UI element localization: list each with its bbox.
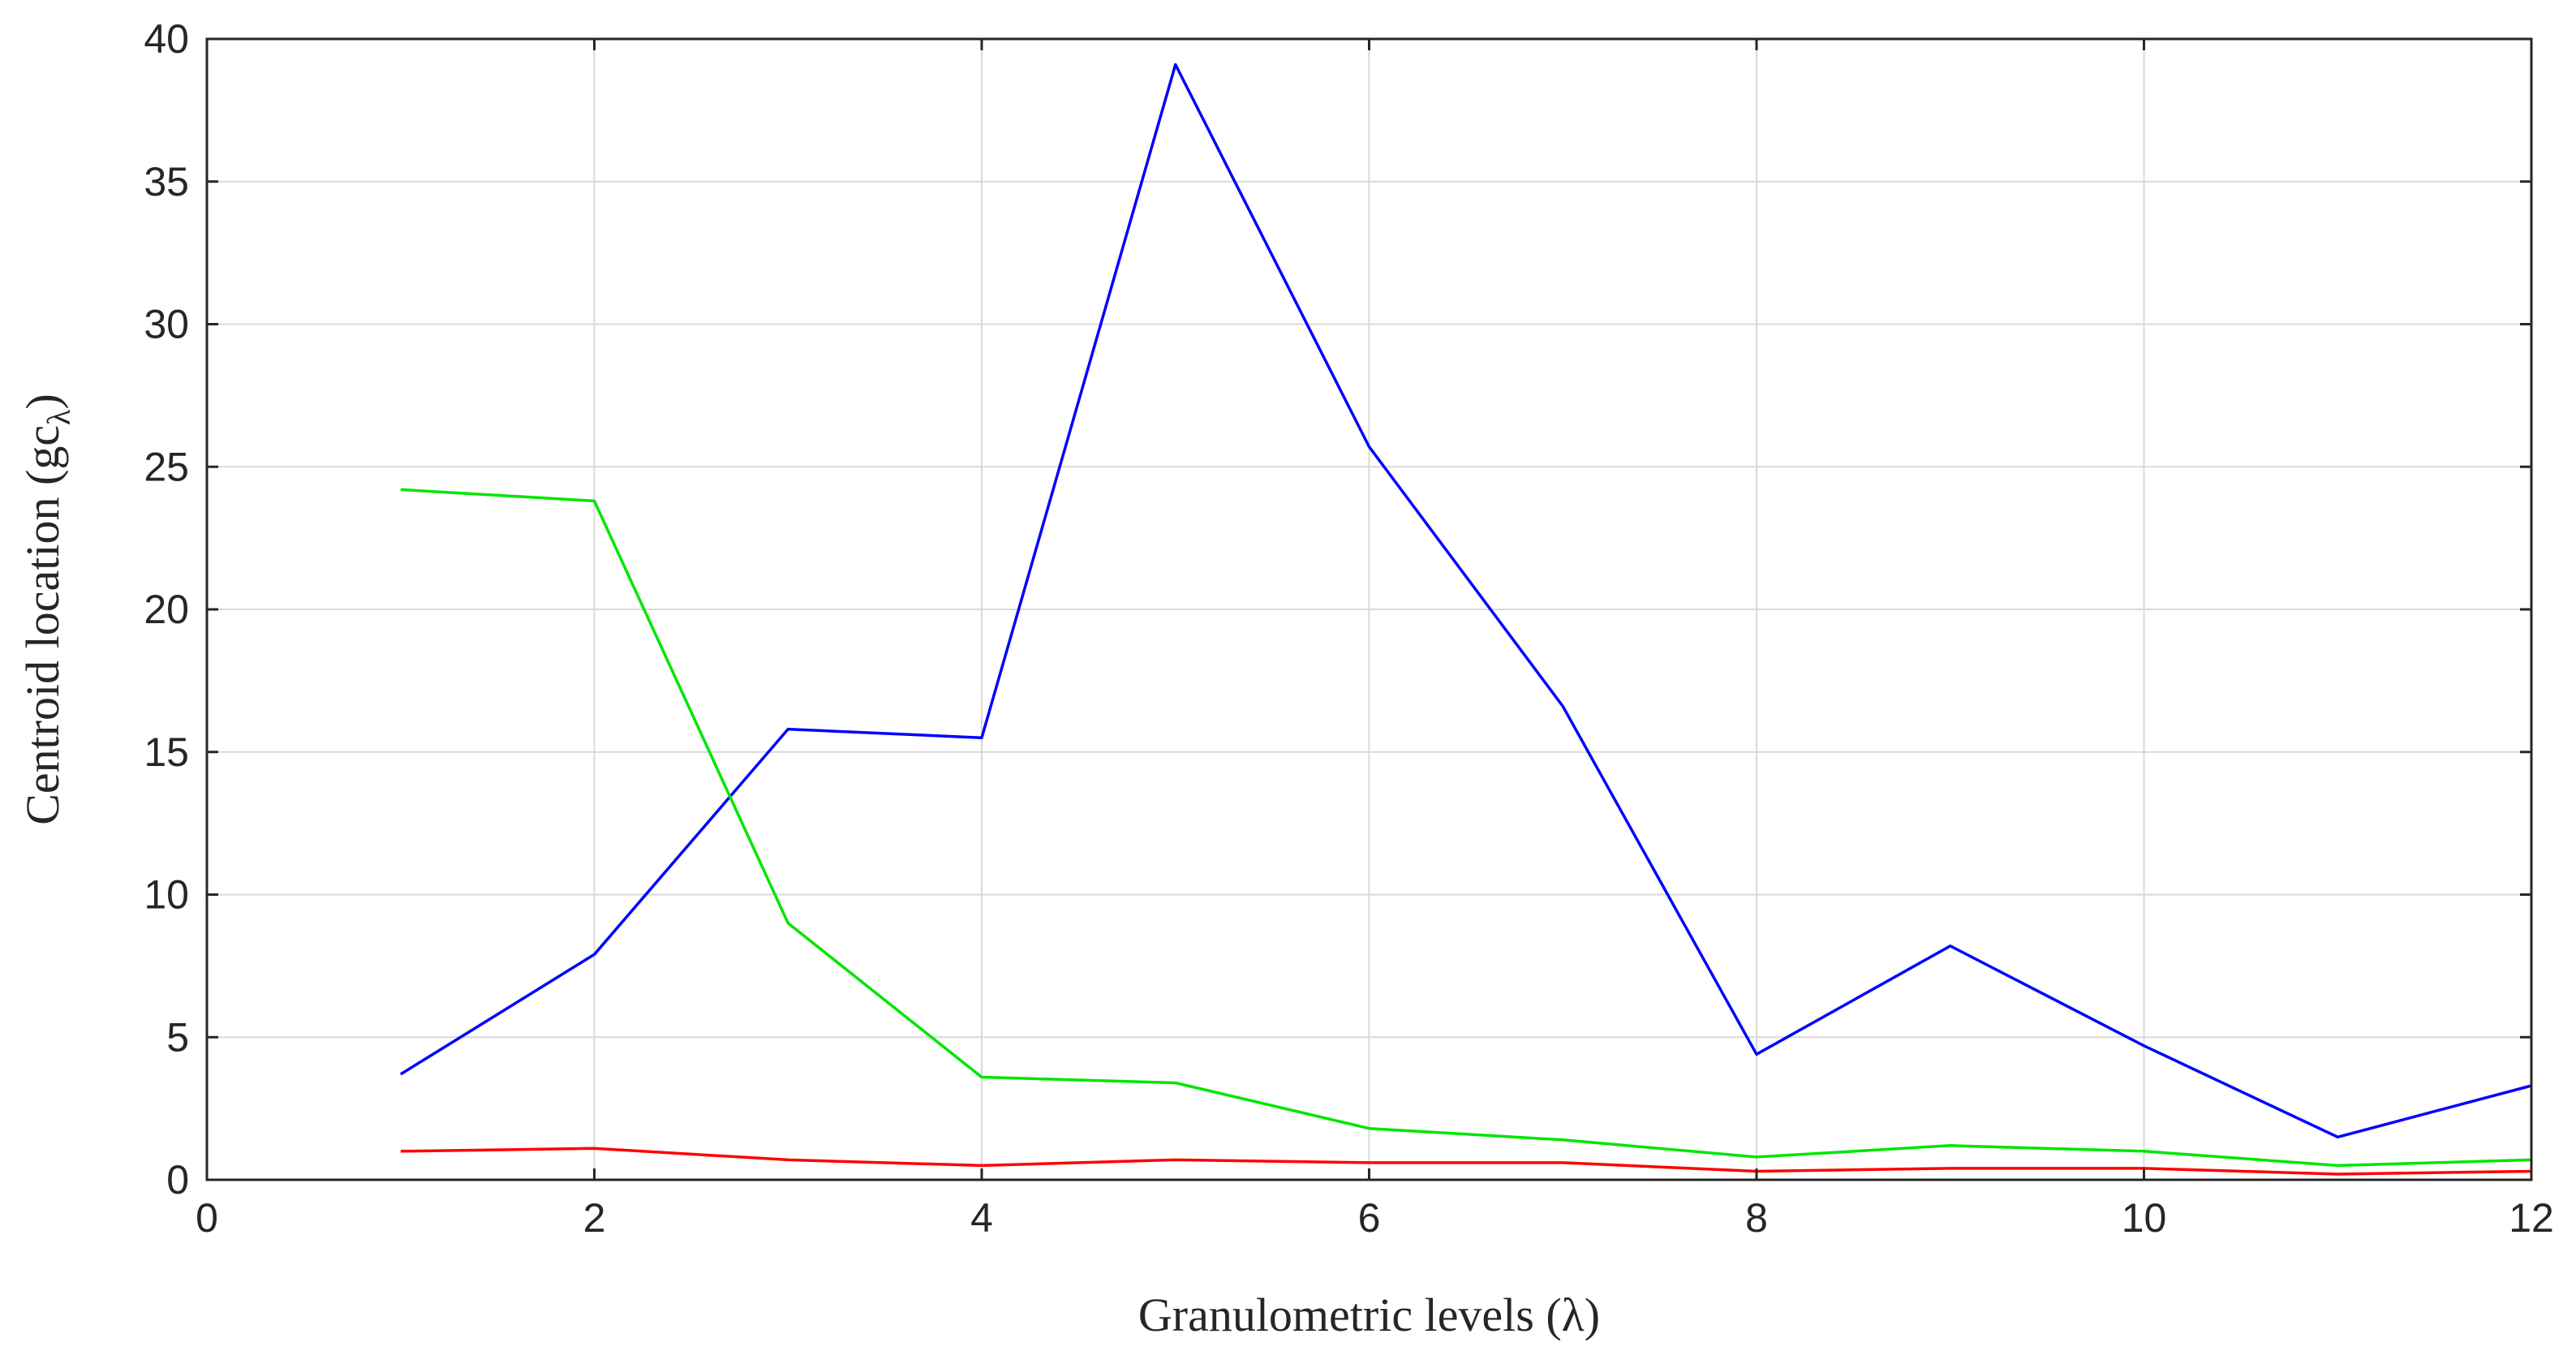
tick-marks (205, 37, 2533, 1181)
y-tick-label: 30 (144, 302, 189, 347)
x-tick-label: 6 (1358, 1195, 1381, 1241)
x-tick-label: 8 (1745, 1195, 1768, 1241)
series-line-1 (399, 62, 2532, 1139)
y-tick-label: 10 (144, 872, 189, 918)
y-tick-label: 40 (144, 16, 189, 62)
series-line-2 (400, 488, 2532, 1168)
y-axis-title-close: ) (16, 394, 69, 409)
x-tick-label: 12 (2509, 1195, 2554, 1241)
grid (206, 38, 2532, 1181)
x-tick-label: 2 (583, 1195, 606, 1241)
x-axis-title: Granulometric levels (λ) (1138, 1289, 1600, 1341)
x-tick-label: 10 (2122, 1195, 2167, 1241)
y-tick-label: 25 (144, 444, 189, 489)
x-tick-label: 0 (196, 1195, 218, 1241)
y-axis-title-main: Centroid location (gc (16, 425, 69, 825)
y-tick-label: 0 (166, 1157, 189, 1203)
y-axis-title: Centroid location (gcλ) (16, 394, 77, 825)
series-layer (399, 62, 2532, 1176)
y-tick-labels: 0 5 10 15 20 25 30 35 40 (144, 16, 189, 1203)
y-tick-label: 35 (144, 159, 189, 204)
x-tick-labels: 0 2 4 6 8 10 12 (196, 1195, 2554, 1241)
y-tick-label: 15 (144, 729, 189, 775)
series-line-3 (400, 1147, 2532, 1176)
x-tick-label: 4 (970, 1195, 993, 1241)
y-tick-label: 5 (166, 1014, 189, 1060)
y-tick-label: 20 (144, 587, 189, 632)
y-axis-title-subscript: λ (41, 409, 77, 425)
